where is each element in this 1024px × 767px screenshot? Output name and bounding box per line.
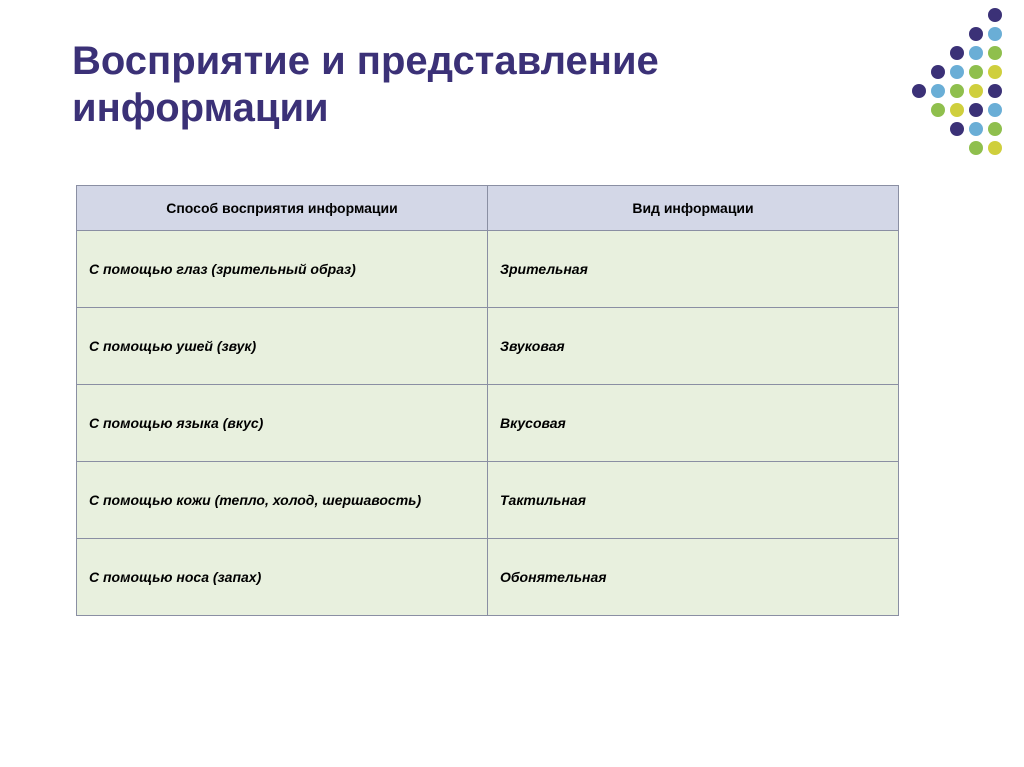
dot <box>988 141 1002 155</box>
cell-type: Звуковая <box>488 308 899 385</box>
dot <box>912 84 926 98</box>
dot <box>950 103 964 117</box>
table-row: С помощью кожи (тепло, холод, шершавость… <box>77 462 899 539</box>
dot <box>988 103 1002 117</box>
dot <box>931 84 945 98</box>
decorative-dots <box>893 8 1006 159</box>
cell-method: С помощью ушей (звук) <box>77 308 488 385</box>
dot <box>950 84 964 98</box>
cell-type: Обонятельная <box>488 539 899 616</box>
dot <box>969 122 983 136</box>
dot <box>969 65 983 79</box>
dot <box>988 65 1002 79</box>
dot <box>931 65 945 79</box>
title-line-1: Восприятие и представление <box>72 39 659 83</box>
table-header-row: Способ восприятия информации Вид информа… <box>77 186 899 231</box>
cell-method: С помощью языка (вкус) <box>77 385 488 462</box>
table-row: С помощью носа (запах)Обонятельная <box>77 539 899 616</box>
dot <box>988 27 1002 41</box>
header-method: Способ восприятия информации <box>77 186 488 231</box>
dot <box>950 46 964 60</box>
cell-method: С помощью носа (запах) <box>77 539 488 616</box>
dot <box>950 65 964 79</box>
dot <box>969 141 983 155</box>
table-row: С помощью глаз (зрительный образ)Зритель… <box>77 231 899 308</box>
dot <box>988 46 1002 60</box>
table-row: С помощью ушей (звук)Звуковая <box>77 308 899 385</box>
table-row: С помощью языка (вкус)Вкусовая <box>77 385 899 462</box>
dot <box>969 103 983 117</box>
dot <box>931 103 945 117</box>
cell-method: С помощью глаз (зрительный образ) <box>77 231 488 308</box>
header-type: Вид информации <box>488 186 899 231</box>
slide-title: Восприятие и представление информации <box>72 38 659 132</box>
cell-type: Тактильная <box>488 462 899 539</box>
dot <box>969 46 983 60</box>
title-line-2: информации <box>72 86 329 130</box>
dot <box>988 84 1002 98</box>
dot <box>988 8 1002 22</box>
cell-type: Зрительная <box>488 231 899 308</box>
cell-type: Вкусовая <box>488 385 899 462</box>
dot <box>988 122 1002 136</box>
dot <box>969 84 983 98</box>
dot <box>969 27 983 41</box>
dot <box>950 122 964 136</box>
cell-method: С помощью кожи (тепло, холод, шершавость… <box>77 462 488 539</box>
info-table: Способ восприятия информации Вид информа… <box>76 185 899 616</box>
